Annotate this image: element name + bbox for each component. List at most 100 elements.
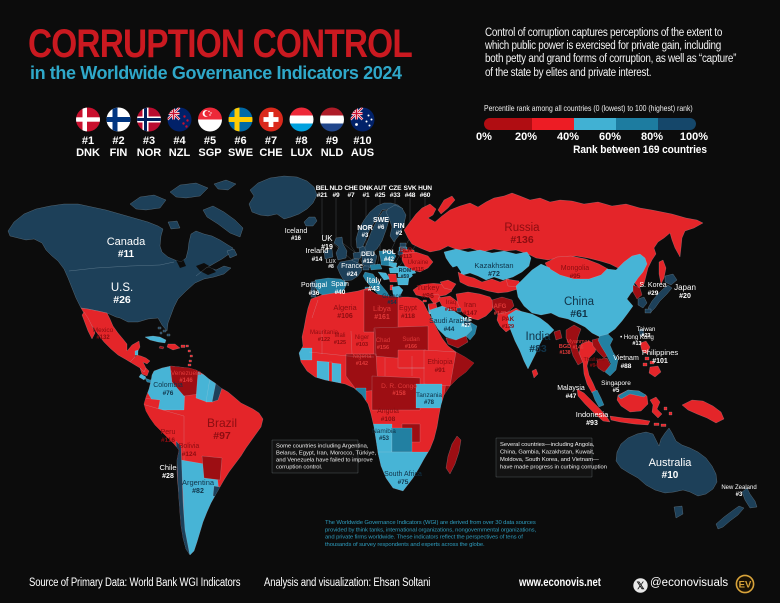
svg-text:Ireland: Ireland [306,246,329,255]
svg-text:#125: #125 [334,340,346,346]
svg-text:CHE: CHE [259,147,282,159]
svg-text:Kazakhstan: Kazakhstan [474,261,513,270]
svg-text:UK: UK [321,234,333,243]
svg-text:#9: #9 [326,135,338,147]
svg-text:NZL: NZL [169,147,191,159]
svg-text:#8: #8 [295,135,307,147]
svg-text:LUX: LUX [291,147,314,159]
svg-text:China: China [564,296,595,308]
svg-text:#11: #11 [118,249,135,260]
svg-text:LUX: LUX [326,259,336,265]
svg-text:Ukraine: Ukraine [408,260,429,266]
svg-text:#10: #10 [662,470,679,481]
svg-text:Philippines: Philippines [642,348,679,357]
svg-text:SGP: SGP [198,147,221,159]
svg-text:PAK: PAK [502,317,515,323]
svg-text:#76: #76 [163,390,174,397]
svg-text:India: India [526,331,552,343]
svg-text:#20: #20 [679,293,691,300]
svg-text:SVK: SVK [404,185,417,192]
svg-text:DEU: DEU [361,251,375,258]
svg-text:#83: #83 [529,343,547,355]
svg-text:#28: #28 [162,473,174,480]
svg-text:D. R. Congo: D. R. Congo [381,383,417,390]
svg-text:#151: #151 [445,307,457,313]
svg-text:#1: #1 [363,192,370,199]
svg-text:and private firms worldwide. T: and private firms worldwide. These indic… [325,535,523,541]
svg-text:ROM: ROM [399,268,412,274]
svg-text:#40: #40 [335,289,346,296]
svg-text:China, Gambia, Kazakhstan, Kuw: China, Gambia, Kazakhstan, Kuwait, [500,450,595,456]
svg-text:Namibia: Namibia [372,428,396,435]
svg-text:Canada: Canada [107,236,146,248]
svg-text:#132: #132 [96,335,110,341]
svg-text:#24: #24 [347,271,358,278]
svg-text:Iraq: Iraq [446,300,456,306]
svg-text:#129: #129 [502,324,514,330]
svg-text:SWE: SWE [228,147,253,159]
svg-text:Bolivia: Bolivia [179,443,200,450]
svg-text:Spain: Spain [331,281,349,288]
svg-text:#25: #25 [375,192,386,199]
svg-text:Venezuela: Venezuela [171,370,202,377]
svg-text:Algeria: Algeria [333,303,357,312]
svg-text:#75: #75 [398,479,409,486]
svg-text:AUS: AUS [351,147,374,159]
svg-text:#5: #5 [204,135,216,147]
svg-text:#156: #156 [377,345,389,351]
svg-text:Mali: Mali [334,333,345,339]
svg-text:Argentina: Argentina [182,478,215,487]
svg-text:and Venezuela have failed to i: and Venezuela have failed to improve [276,458,373,464]
svg-text:Mauritania: Mauritania [310,330,339,336]
svg-text:CHE: CHE [344,185,358,192]
svg-text:Nigeria: Nigeria [352,354,372,360]
svg-text:#166: #166 [405,344,417,350]
svg-text:Turkey: Turkey [417,283,440,292]
svg-text:#8: #8 [328,264,334,270]
svg-text:AUT: AUT [374,185,387,192]
svg-text:Saudi Arabia: Saudi Arabia [429,318,469,325]
svg-text:#14: #14 [312,256,323,263]
svg-text:thousands of survey respondent: thousands of survey respondents and expe… [325,542,485,548]
svg-text:Iran: Iran [464,302,476,309]
svg-text:• Hong Kong: • Hong Kong [620,335,654,341]
svg-text:#97: #97 [213,430,231,442]
svg-text:NLD: NLD [321,147,344,159]
svg-text:#53: #53 [379,436,390,442]
svg-text:UAE: UAE [460,317,472,323]
svg-text:#54: #54 [387,300,397,306]
svg-text:#113: #113 [400,254,412,260]
svg-text:Italy: Italy [367,276,382,285]
svg-text:#82: #82 [192,488,204,495]
svg-text:Singapore: Singapore [601,380,631,387]
svg-text:Niger: Niger [355,335,369,341]
svg-text:Indonesia: Indonesia [576,410,609,419]
svg-text:#146: #146 [572,345,583,351]
svg-text:#7: #7 [348,192,355,199]
svg-text:Tanzania: Tanzania [416,392,442,399]
svg-text:#5: #5 [613,388,620,394]
svg-text:BLR: BLR [400,248,413,254]
svg-text:DNK: DNK [76,147,100,159]
svg-text:Mongolia: Mongolia [561,265,590,272]
svg-text:POL: POL [382,249,395,256]
svg-text:#106: #106 [337,313,353,320]
svg-text:France: France [341,263,363,270]
svg-text:#3: #3 [362,233,369,239]
svg-text:#115: #115 [412,267,424,273]
svg-text:New Zealand: New Zealand [721,485,756,491]
svg-text:#96: #96 [422,293,434,300]
svg-text:#161: #161 [374,314,390,321]
svg-text:#44: #44 [444,326,455,333]
svg-text:Thailand: Thailand [583,357,604,363]
svg-text:#2: #2 [112,135,124,147]
svg-text:#146: #146 [179,378,193,384]
svg-text:#4: #4 [173,135,186,147]
svg-text:#94: #94 [590,363,599,369]
svg-text:#61: #61 [570,308,588,320]
svg-text:Chad: Chad [376,338,390,344]
svg-text:BGD: BGD [559,344,571,350]
svg-text:DNK: DNK [359,185,373,192]
svg-text:#147: #147 [463,310,478,317]
svg-text:S. Korea: S. Korea [639,282,666,289]
